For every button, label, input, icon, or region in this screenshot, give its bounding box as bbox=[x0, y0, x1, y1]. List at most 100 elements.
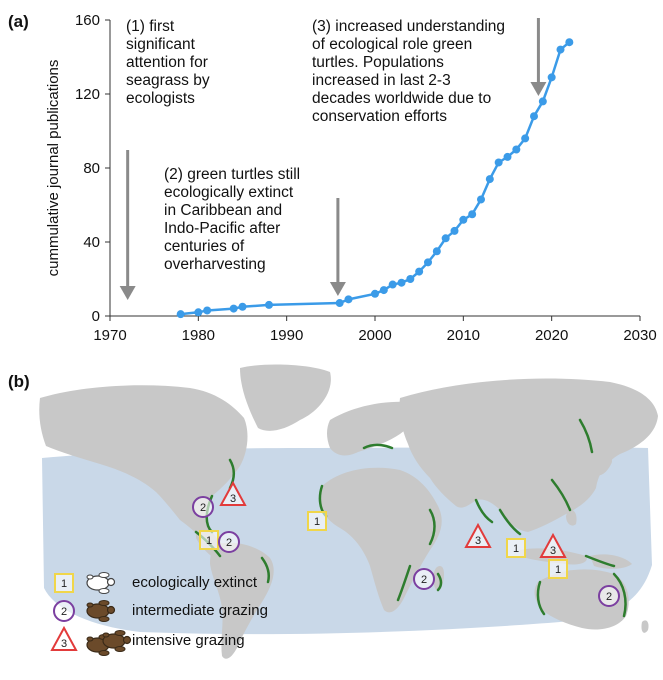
x-tick-label: 2010 bbox=[447, 327, 480, 344]
marker-number: 1 bbox=[206, 535, 212, 547]
triangle-marker-icon bbox=[219, 480, 247, 506]
data-point bbox=[335, 299, 344, 308]
legend-label-intensive: intensive grazing bbox=[132, 632, 245, 649]
japan bbox=[596, 452, 612, 476]
y-tick-label: 160 bbox=[75, 12, 100, 29]
circle-marker-icon bbox=[53, 600, 75, 622]
marker-number: 1 bbox=[513, 543, 519, 555]
turtle-icon bbox=[86, 630, 132, 656]
data-point bbox=[512, 145, 521, 154]
marker-number: 3 bbox=[550, 545, 556, 557]
map-marker: 3 bbox=[539, 532, 567, 558]
circle-marker-icon bbox=[413, 568, 435, 590]
australia bbox=[534, 569, 629, 630]
data-point bbox=[432, 247, 441, 256]
data-point bbox=[521, 134, 530, 143]
data-point bbox=[203, 306, 212, 315]
data-point bbox=[424, 258, 432, 267]
square-marker-icon bbox=[54, 573, 74, 593]
data-point bbox=[547, 73, 556, 82]
data-point bbox=[477, 195, 485, 204]
marker-number: 3 bbox=[230, 493, 236, 505]
map-marker: 1 bbox=[199, 530, 219, 550]
data-point bbox=[406, 275, 415, 283]
map-marker: 2 bbox=[218, 531, 240, 553]
data-point bbox=[450, 226, 459, 235]
data-point bbox=[530, 112, 538, 121]
legend-label-intermediate: intermediate grazing bbox=[132, 602, 268, 619]
marker-number: 2 bbox=[606, 591, 612, 603]
y-tick-label: 40 bbox=[83, 234, 100, 251]
legend-label-extinct: ecologically extinct bbox=[132, 574, 258, 591]
circle-marker-icon bbox=[218, 531, 240, 553]
square-marker-icon bbox=[548, 559, 568, 579]
y-tick-label: 80 bbox=[83, 160, 100, 177]
legend-symbol: 2 bbox=[53, 600, 75, 622]
data-point bbox=[238, 302, 247, 311]
data-point bbox=[503, 152, 512, 161]
circle-marker-icon bbox=[598, 585, 620, 607]
turtle-outline-icon bbox=[86, 572, 116, 594]
x-tick-label: 1980 bbox=[182, 327, 215, 344]
data-point bbox=[388, 280, 397, 289]
map-marker: 2 bbox=[192, 496, 214, 518]
marker-number: 3 bbox=[475, 535, 481, 547]
marker-number: 1 bbox=[61, 578, 67, 590]
marker-number: 3 bbox=[61, 638, 67, 650]
new-guinea bbox=[590, 554, 632, 569]
greenland bbox=[240, 364, 331, 431]
asia bbox=[399, 378, 658, 532]
map-marker: 1 bbox=[307, 511, 327, 531]
y-tick-label: 0 bbox=[92, 308, 100, 325]
circle-marker-icon bbox=[192, 496, 214, 518]
turtle-icon bbox=[86, 600, 116, 622]
triangle-marker-icon bbox=[539, 532, 567, 558]
x-tick-label: 2000 bbox=[358, 327, 391, 344]
data-point bbox=[538, 97, 547, 106]
data-point bbox=[459, 215, 468, 224]
data-point bbox=[371, 289, 379, 298]
triangle-marker-icon bbox=[50, 625, 78, 651]
chart-axes: 1970 1980 1990 2000 2010 2020 2030 0 40 80 120 160 bbox=[75, 12, 657, 344]
data-point bbox=[397, 278, 406, 287]
data-point bbox=[344, 295, 353, 304]
annotation-arrows bbox=[119, 18, 547, 300]
data-point bbox=[441, 234, 450, 243]
map-marker: 1 bbox=[548, 559, 568, 579]
marker-number: 2 bbox=[200, 502, 206, 514]
south-america bbox=[210, 542, 274, 659]
europe bbox=[327, 401, 415, 456]
data-point bbox=[194, 308, 203, 317]
annotation-arrow-head bbox=[119, 286, 136, 300]
triangle-marker-icon bbox=[464, 522, 492, 548]
marker-number: 2 bbox=[226, 537, 232, 549]
marker-number: 1 bbox=[555, 564, 561, 576]
africa bbox=[320, 467, 442, 613]
data-point bbox=[468, 210, 477, 219]
series-publications bbox=[176, 38, 574, 319]
square-marker-icon bbox=[307, 511, 327, 531]
philippines bbox=[566, 509, 577, 526]
annotation-arrow-head bbox=[329, 282, 346, 296]
map-marker: 2 bbox=[413, 568, 435, 590]
annotation-3: (3) increased understanding of ecologica… bbox=[312, 18, 506, 125]
data-point bbox=[565, 38, 574, 47]
x-tick-label: 1970 bbox=[93, 327, 126, 344]
data-point bbox=[494, 158, 503, 167]
y-tick-label: 120 bbox=[75, 86, 100, 103]
data-point bbox=[379, 286, 388, 295]
marker-number: 1 bbox=[314, 516, 320, 528]
annotation-arrow-head bbox=[530, 82, 547, 96]
x-tick-label: 1990 bbox=[270, 327, 303, 344]
marker-number: 2 bbox=[421, 574, 427, 586]
new-zealand bbox=[641, 620, 649, 633]
world-map: 2 3 1 2 1 3 2 1 3 1 2 1 2 3 bbox=[39, 364, 658, 659]
map-marker: 3 bbox=[219, 480, 247, 506]
grazing-markers: 2 3 1 2 1 3 2 1 3 1 2 1 2 3 bbox=[50, 480, 620, 656]
square-marker-icon bbox=[199, 530, 219, 550]
data-point bbox=[265, 300, 273, 309]
data-point bbox=[485, 175, 494, 184]
map-marker: 2 bbox=[598, 585, 620, 607]
data-point bbox=[556, 45, 565, 54]
marker-number: 2 bbox=[61, 606, 67, 618]
